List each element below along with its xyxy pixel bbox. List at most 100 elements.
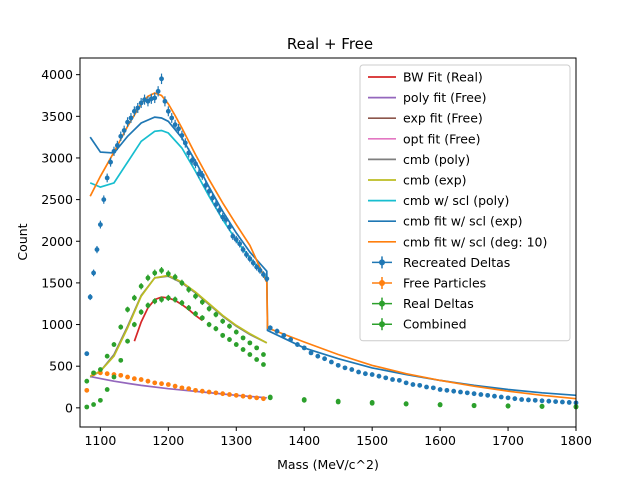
fit-line-4 [89,275,268,378]
data-point [244,252,249,257]
data-point [135,105,141,111]
data-point [362,371,368,377]
data-point [505,395,511,401]
data-point [240,247,246,252]
data-point [315,353,321,359]
data-point [118,133,124,139]
data-point [485,392,491,398]
data-point [505,403,511,409]
data-point [560,399,565,405]
data-point [566,400,572,405]
data-point [308,350,314,356]
fit-line-6 [89,129,268,279]
legend-marker [379,321,385,328]
data-point [539,403,545,409]
data-point [369,372,375,377]
data-point [114,143,120,148]
data-point [84,404,90,410]
data-point [199,315,205,321]
data-point [162,98,168,104]
x-tick-label: 1100 [84,433,116,448]
data-point [526,397,531,403]
data-point [206,306,212,312]
data-point [125,374,130,380]
data-point [328,359,334,365]
legend-label: cmb fit w/ scl (deg: 10) [403,234,547,249]
data-point [91,270,96,276]
data-point [227,323,232,329]
legend-label: cmb w/ scl (poly) [403,193,509,208]
legend-label: Recreated Deltas [403,255,510,270]
data-point [227,224,232,230]
data-point [104,353,110,359]
data-point [189,158,195,163]
data-point [254,357,260,362]
data-point [247,256,253,262]
plot-frame [79,57,577,428]
legend-label: BW Fit (Real) [403,70,483,85]
data-point [186,287,192,292]
data-point [498,394,504,400]
data-point [213,390,219,396]
legend-marker [379,300,385,307]
data-point [546,398,552,404]
x-tick-label: 1200 [152,433,184,448]
data-point [111,342,117,347]
data-point [261,352,266,357]
data-point [519,397,525,402]
data-point [301,345,307,351]
data-point [118,357,124,363]
data-point [179,300,185,306]
data-point [301,397,307,402]
data-point [233,342,239,347]
data-point [220,332,226,338]
data-point [172,122,178,128]
data-point [169,115,175,121]
data-point [478,392,484,397]
legend-label: poly fit (Free) [403,90,486,105]
fit-line-0 [133,296,203,342]
data-point [138,309,144,315]
data-point [193,387,198,393]
data-point [261,272,266,277]
data-point [458,389,463,395]
data-point [97,367,103,372]
y-tick-label: 1500 [41,275,73,290]
data-point [172,383,178,389]
data-point [125,119,130,125]
series-1 [84,370,266,402]
data-point [104,371,110,377]
data-point [210,195,215,201]
data-point [138,283,144,289]
fit-line-5 [89,274,268,377]
data-point [131,322,137,327]
data-point [193,311,198,317]
data-point [131,376,137,382]
data-point [349,367,355,372]
legend: BW Fit (Real) poly fit (Free) exp fit (Fre… [359,64,571,342]
data-point [471,391,477,397]
data-point [281,332,287,338]
data-point [118,324,124,330]
data-point [376,373,382,379]
data-point [240,335,246,341]
y-tick-label: 2500 [41,192,73,207]
data-point [186,386,192,392]
series-0 [84,73,579,406]
data-point [165,271,171,277]
data-point [94,247,100,252]
data-point [165,295,171,301]
data-point [233,329,239,335]
x-tick-label: 1500 [356,433,388,448]
data-point [172,297,178,302]
data-point [335,362,341,368]
data-point [145,378,151,384]
data-point [430,385,436,391]
x-tick-label: 1700 [492,433,524,448]
legend-marker [379,280,385,286]
legend-box [359,64,571,342]
data-point [199,173,205,178]
data-point [206,389,212,395]
data-point [444,387,450,393]
